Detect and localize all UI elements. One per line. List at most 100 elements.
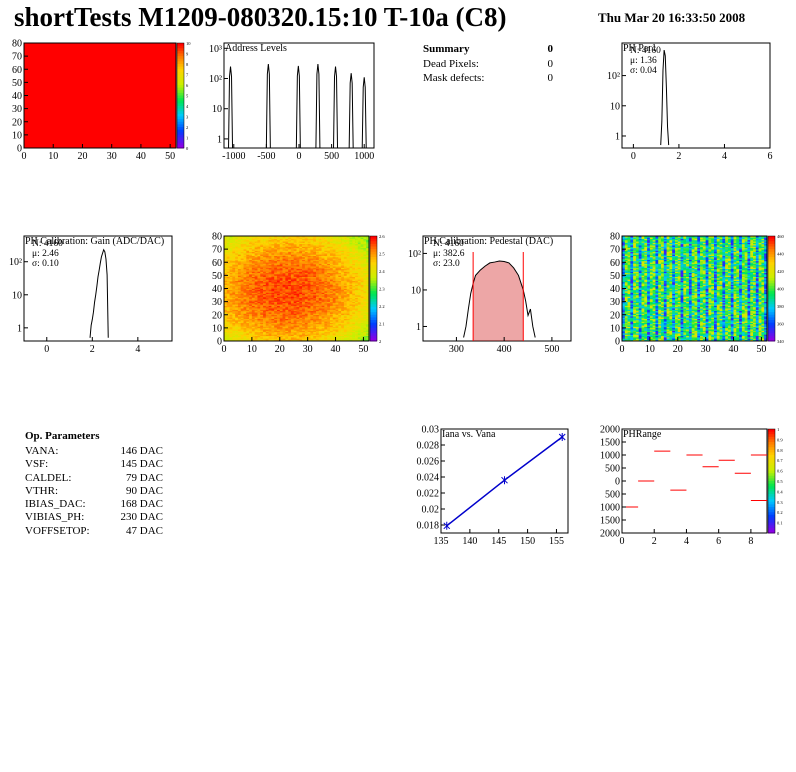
gain-map-cell xyxy=(279,338,283,340)
gain-map-cell xyxy=(335,278,339,280)
gain-map-cell xyxy=(327,320,331,322)
gain-map-cell xyxy=(324,314,328,317)
gain-map-cell xyxy=(274,284,278,287)
gain-map-cell xyxy=(313,274,317,276)
gain-map-cell xyxy=(271,339,275,342)
gain-map-cell xyxy=(332,239,336,242)
pedestal-map-cell xyxy=(630,263,634,266)
gain-map-cell xyxy=(302,236,306,238)
pedestal-map-cell xyxy=(622,288,626,291)
gain-map-cell xyxy=(229,305,233,308)
gain-map-cell xyxy=(232,246,236,249)
gain-map-cell xyxy=(254,333,258,335)
gain-map-cell xyxy=(274,264,278,267)
pedestal-map-cell xyxy=(633,312,637,314)
gain-map-cell xyxy=(313,243,317,246)
gain-map-cell xyxy=(335,266,339,268)
gain-map-cell xyxy=(343,339,347,342)
gain-map-cell xyxy=(288,333,292,335)
gain-map-cell xyxy=(296,259,300,262)
gain-map-cell xyxy=(355,293,359,296)
gain-map-cell xyxy=(254,313,258,316)
gain-map-cell xyxy=(363,314,367,317)
gain-map-cell xyxy=(263,246,267,249)
gain-map-cell xyxy=(338,330,342,333)
gain-map-cell xyxy=(327,289,331,292)
gain-map-cell xyxy=(302,337,306,339)
gain-map-cell xyxy=(243,320,247,322)
gain-map-cell xyxy=(335,317,339,319)
gain-map-cell xyxy=(237,334,242,337)
gain-map-cell xyxy=(224,299,228,301)
gain-map-cell xyxy=(254,278,258,280)
gain-map-cell xyxy=(352,327,356,330)
gain-map-cell xyxy=(235,314,239,317)
gain-map-cell xyxy=(366,293,370,296)
gain-map-cell xyxy=(324,304,328,306)
gain-map-cell xyxy=(360,327,364,330)
pedestal-map-cell xyxy=(635,276,640,279)
gain-map-cell xyxy=(316,270,320,272)
gain-map-cell xyxy=(249,299,253,301)
gain-map-cell xyxy=(343,245,347,247)
gain-map-cell xyxy=(307,293,311,296)
gain-map-cell xyxy=(324,329,328,331)
gain-map-cell xyxy=(288,292,292,295)
pedestal-map-cell xyxy=(633,287,637,289)
gain-map-cell xyxy=(249,259,253,262)
gain-map-cell xyxy=(274,260,278,263)
gain-map-cell xyxy=(274,289,278,292)
gain-map-cell xyxy=(366,309,370,312)
gain-map-cell xyxy=(229,255,233,258)
gain-map-cell xyxy=(246,268,250,271)
gain-map-cell xyxy=(343,280,347,283)
gain-map-cell xyxy=(332,297,336,300)
gain-map-cell xyxy=(232,338,236,340)
x-tick-label: 10 xyxy=(48,151,58,162)
gain-map-cell xyxy=(321,323,325,326)
colorbar-cell xyxy=(370,325,377,329)
pedestal-map-cell xyxy=(635,239,640,242)
gain-map-cell xyxy=(352,281,356,284)
pedestal-map-cell xyxy=(627,299,631,301)
gain-map-cell xyxy=(235,291,239,293)
gain-map-cell xyxy=(235,317,239,319)
gain-map-cell xyxy=(279,264,283,267)
gain-map-cell xyxy=(341,236,345,238)
gain-map-cell xyxy=(254,285,258,288)
gain-map-cell xyxy=(226,331,230,334)
gain-map-cell xyxy=(263,306,267,309)
gain-map-cell xyxy=(282,292,286,295)
gain-map-cell xyxy=(240,291,244,293)
gain-map-cell xyxy=(304,281,308,284)
gain-map-cell xyxy=(299,260,303,263)
gain-map-cell xyxy=(288,314,292,317)
gain-map-cell xyxy=(343,292,347,295)
gain-map-cell xyxy=(274,283,278,285)
gain-map-cell xyxy=(226,310,230,313)
gain-map-cell xyxy=(254,281,258,284)
gain-map-cell xyxy=(263,262,267,264)
gain-map-cell xyxy=(243,262,247,264)
y-tick-label: 10 xyxy=(12,290,22,301)
gain-map-cell xyxy=(224,317,228,319)
gain-map-cell xyxy=(299,268,303,271)
pedestal-map-cell xyxy=(635,318,640,321)
gain-map-cell xyxy=(229,339,233,342)
gain-map-cell xyxy=(332,331,336,334)
gain-map-cell xyxy=(226,260,230,263)
gain-map-cell xyxy=(246,278,250,280)
gain-map-cell xyxy=(274,334,278,337)
pedestal-map-cell xyxy=(627,247,631,250)
pedestal-map-cell xyxy=(624,287,628,289)
pedestal-map-cell xyxy=(635,262,640,264)
gain-map-cell xyxy=(274,318,278,321)
gain-map-cell xyxy=(249,285,253,288)
pedestal-map-cell xyxy=(624,296,628,298)
gain-map-cell xyxy=(307,314,311,317)
gain-map-cell xyxy=(346,270,350,272)
gain-map-cell xyxy=(224,272,228,275)
gain-map-cell xyxy=(257,279,261,281)
gain-map-cell xyxy=(226,288,230,291)
pedestal-map-cell xyxy=(635,287,640,289)
